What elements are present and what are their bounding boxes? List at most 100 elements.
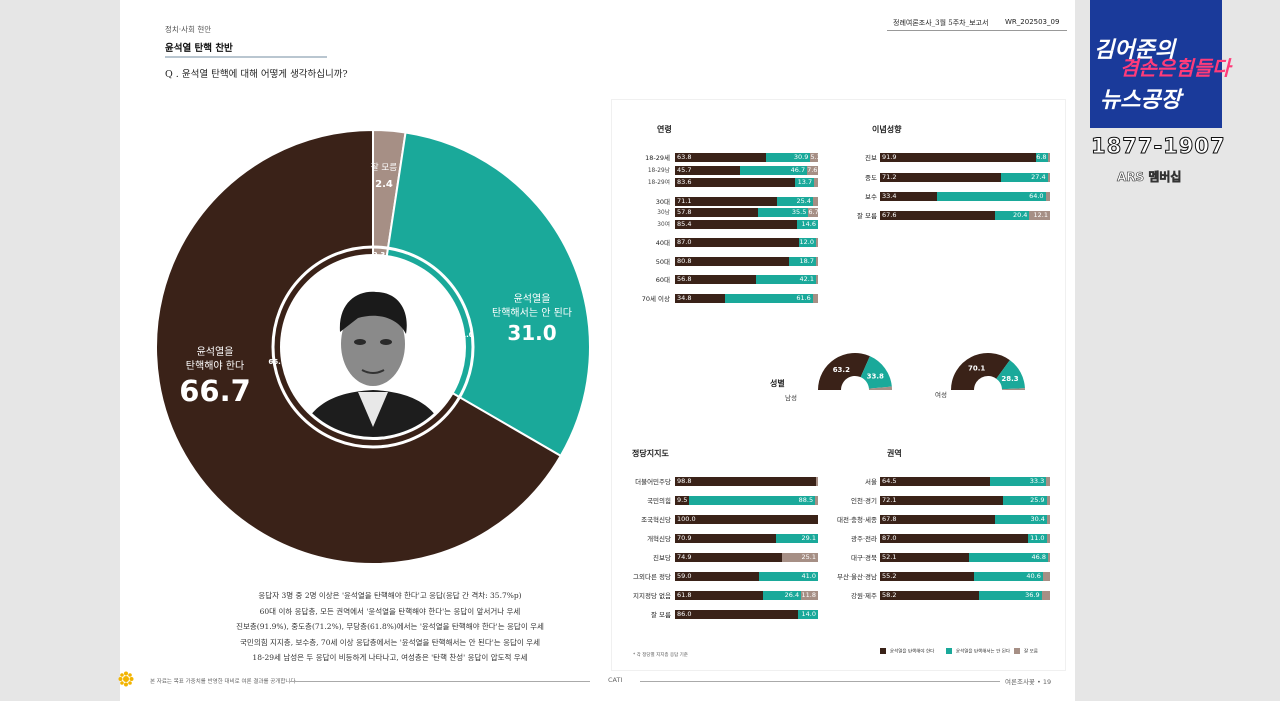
- bar-label: 50대: [655, 258, 670, 266]
- stacked-bar: 58.2 36.9: [880, 591, 1050, 600]
- stacked-bar: 9.5 88.5: [675, 496, 818, 505]
- bar-seg-dont-know: [1047, 153, 1050, 162]
- bar-seg-impeach: 57.8: [675, 208, 758, 217]
- bar-seg-dont-know: [1042, 572, 1050, 581]
- no-impeach-label: 윤석열을: [514, 293, 551, 305]
- report-code: WR_202503_09: [1005, 18, 1060, 26]
- gender-title: 성별: [770, 379, 785, 388]
- bar-seg-no-impeach: 46.8: [968, 553, 1048, 562]
- bar-label: 강원·제주: [851, 592, 877, 600]
- stacked-bar: 52.1 46.8: [880, 553, 1050, 562]
- party-title: 정당지지도: [632, 449, 669, 458]
- report-name: 정례여론조사_3월 5주차_보고서: [893, 19, 989, 27]
- stacked-bar: 55.2 40.6: [880, 572, 1050, 581]
- summary-line: 국민의힘 지지층, 보수층, 70세 이상 응답층에서는 '윤석열을 탄핵해서는…: [240, 637, 540, 647]
- bar-seg-impeach: 86.0: [675, 610, 798, 619]
- bar-seg-impeach: 67.8: [880, 515, 996, 524]
- legend-label: 윤석열을 탄핵해야 한다: [890, 649, 935, 655]
- footer-note-left: 본 자료는 목표 가중치를 반영한 대비로 여론 결과를 공개합니다: [150, 679, 296, 685]
- bar-seg-no-impeach: 14.6: [797, 220, 818, 229]
- bar-seg-impeach: 83.6: [675, 178, 795, 187]
- stacked-bar: 34.8 61.6: [675, 294, 818, 303]
- bar-seg-dont-know: [1045, 192, 1050, 201]
- gender-seg-impeach: [951, 353, 1010, 390]
- bar-seg-dont-know: 5.3: [810, 153, 818, 162]
- bar-seg-dont-know: [812, 294, 818, 303]
- channel-logo-box: [1090, 0, 1222, 128]
- bar-seg-impeach: 33.4: [880, 192, 937, 201]
- bar-seg-impeach: 72.1: [880, 496, 1003, 505]
- stacked-bar: 63.830.95.3: [675, 153, 818, 162]
- bar-label: 18-29여: [647, 180, 670, 186]
- stacked-bar: 56.8 42.1: [675, 275, 818, 284]
- bar-seg-impeach: 67.6: [880, 211, 995, 220]
- bar-seg-dont-know: [816, 238, 818, 247]
- stacked-bar: 64.5 33.3: [880, 477, 1050, 486]
- bar-label: 국민의힘: [647, 497, 671, 505]
- bar-seg-impeach: 59.0: [675, 572, 760, 581]
- bar-seg-no-impeach: 40.6: [973, 572, 1043, 581]
- bar-seg-no-impeach: 25.4: [776, 197, 813, 206]
- gender-seg-no-impeach: [996, 360, 1025, 390]
- gender-value: 33.8: [867, 372, 884, 380]
- footer-page: 여론조사꽃 • 19: [1005, 678, 1052, 686]
- bar-seg-no-impeach: 14.0: [797, 610, 818, 619]
- footer-rule-right: [640, 681, 1000, 682]
- bar-seg-dont-know: [1048, 553, 1050, 562]
- gender-value: 63.2: [833, 366, 850, 374]
- bar-seg-impeach: 52.1: [880, 553, 969, 562]
- stacked-bar: 45.7 46.7 7.6: [675, 166, 818, 175]
- bar-seg-no-impeach: 42.1: [755, 275, 816, 284]
- bar-label: 진보: [865, 154, 877, 162]
- summary-line: 60대 이하 응답층, 모든 권역에서 '윤석열을 탄핵해야 한다'는 응답이 …: [259, 606, 521, 616]
- bar-seg-no-impeach: 20.4: [994, 211, 1030, 220]
- bar-seg-impeach: 85.4: [675, 220, 798, 229]
- bar-seg-no-impeach: 27.4: [1001, 173, 1048, 182]
- gender-seg-dont-know: [1001, 388, 1025, 390]
- flower-icon: [118, 671, 134, 687]
- bar-label: 중도: [865, 174, 877, 182]
- legend-label: 윤석열을 탄핵해서는 안 된다: [956, 649, 1010, 655]
- bar-seg-no-impeach: 13.7: [794, 178, 815, 187]
- gender-seg-impeach: [818, 353, 870, 390]
- bar-label: 더불어민주당: [635, 478, 671, 486]
- stacked-bar: 87.0 11.0: [880, 534, 1050, 543]
- bar-seg-dont-know: [816, 275, 818, 284]
- stacked-bar: 83.6 13.7: [675, 178, 818, 187]
- bar-label: 18-29세: [645, 154, 670, 162]
- legend-swatch: [946, 648, 952, 654]
- bar-seg-dont-know: [816, 477, 818, 486]
- bar-seg-no-impeach: 29.1: [776, 534, 818, 543]
- stacked-bar: 67.6 20.4 12.1: [880, 211, 1050, 220]
- summary-line: 18-29세 남성은 두 응답이 비등하게 나타나고, 여성층은 '탄핵 찬성'…: [252, 653, 528, 663]
- legend-swatch: [1014, 648, 1020, 654]
- stacked-bar: 91.9 6.8: [880, 153, 1050, 162]
- inner-no-impeach-value: 31.0: [456, 331, 473, 339]
- bar-label: 인천·경기: [851, 497, 877, 505]
- stacked-bar: 87.0 12.0: [675, 238, 818, 247]
- party-note: * 각 정당별 지지층 응답 기준: [633, 653, 688, 658]
- bar-seg-no-impeach: 64.0: [936, 192, 1046, 201]
- gender-seg-no-impeach: [860, 356, 892, 389]
- bar-label: 지지정당 없음: [633, 592, 671, 600]
- bar-seg-no-impeach: 36.9: [978, 591, 1042, 600]
- bar-seg-no-impeach: 26.4: [763, 591, 802, 600]
- stacked-bar: 59.0 41.0: [675, 572, 818, 581]
- question-text: Q . 윤석열 탄핵에 대해 어떻게 생각하십니까?: [165, 69, 348, 80]
- ideology-title: 이념성향: [872, 125, 902, 134]
- bar-label: 30여: [657, 222, 670, 228]
- bar-seg-dont-know: [812, 197, 818, 206]
- bar-seg-impeach: 45.7: [675, 166, 741, 175]
- bar-label: 대전·충청·세종: [836, 516, 877, 524]
- bar-label: 그외다른 정당: [633, 573, 671, 581]
- footer-method: CATI: [608, 676, 623, 684]
- impeach-value: 66.7: [179, 374, 251, 408]
- bar-seg-no-impeach: 88.5: [688, 496, 816, 505]
- bar-seg-impeach: 100.0: [675, 515, 818, 524]
- impeach-label: 윤석열을: [197, 346, 234, 358]
- bar-seg-dont-know: 12.1: [1029, 211, 1050, 220]
- bar-seg-no-impeach: 18.7: [789, 257, 816, 266]
- impeach-label: 탄핵해야 한다: [186, 359, 244, 372]
- bar-seg-impeach: 70.9: [675, 534, 777, 543]
- stacked-bar: 67.8 30.4: [880, 515, 1050, 524]
